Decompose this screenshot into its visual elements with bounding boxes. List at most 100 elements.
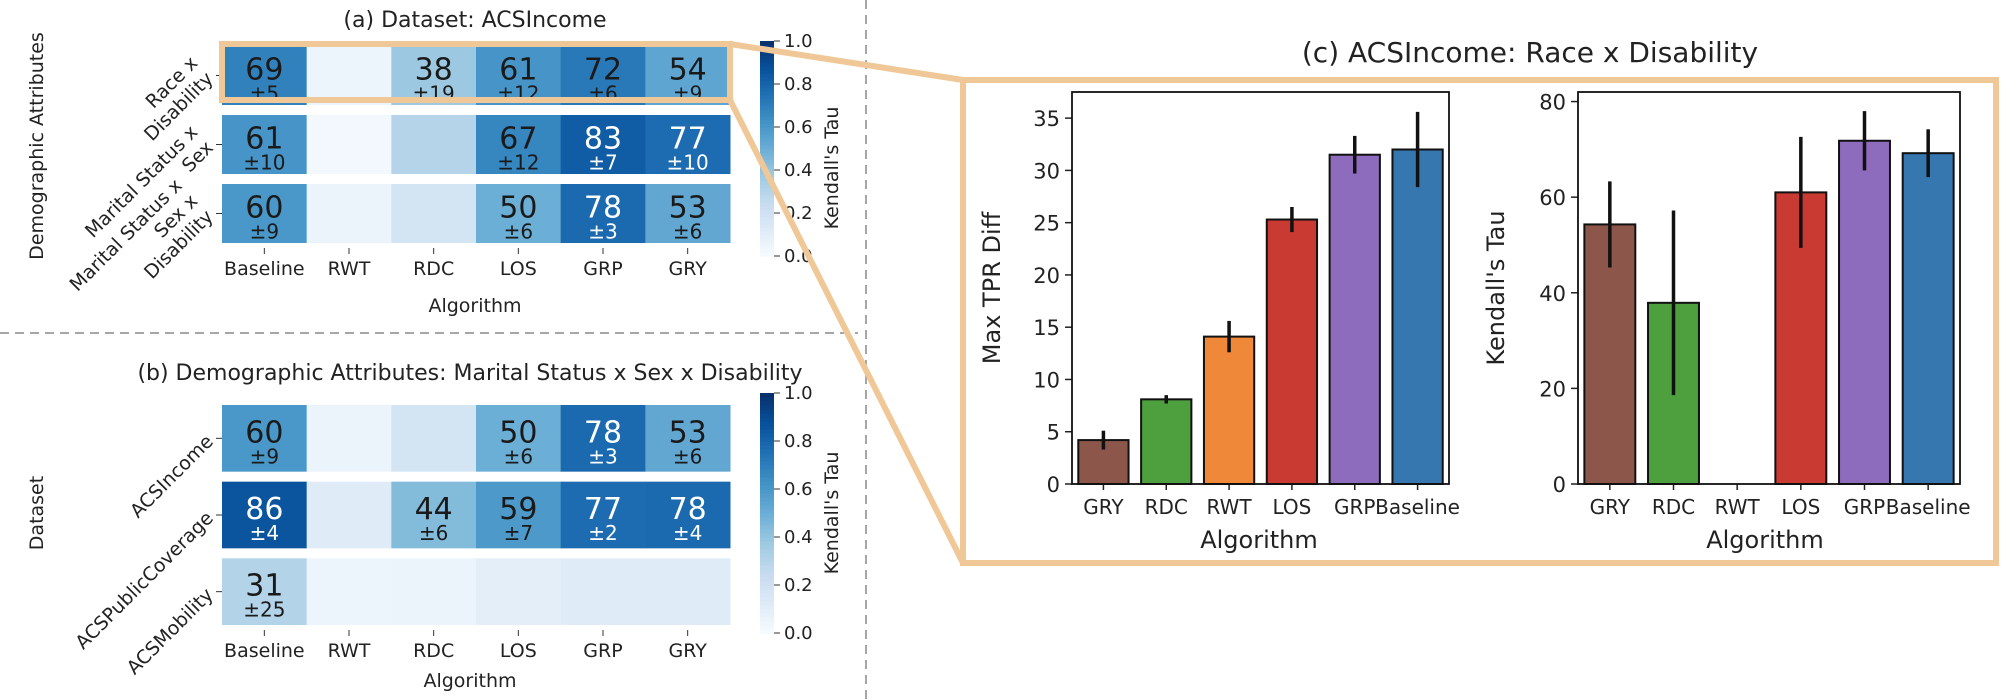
colorbar-segment [760, 441, 774, 446]
colorbar-segment [760, 549, 774, 554]
plot-frame [1071, 91, 1450, 485]
cell-std-label: ±6 [504, 444, 533, 468]
colorbar-segment [760, 405, 774, 410]
colorbar-segment [760, 585, 774, 590]
heatmap-cell [560, 558, 646, 625]
colorbar-tick-label: 0.8 [784, 431, 813, 452]
cell-value-label: 78 [669, 492, 707, 527]
cell-value-label: 54 [669, 53, 707, 88]
heatmap-cell [560, 405, 646, 472]
colorbar-segment [760, 545, 774, 550]
cell-std-label: ±12 [497, 151, 539, 175]
bar [1391, 148, 1444, 485]
colorbar-segment [760, 238, 774, 243]
heatmap-cell [560, 481, 646, 549]
colorbar-segment [760, 230, 774, 236]
colorbar-segment [760, 477, 774, 482]
cell-value-label: 61 [499, 53, 537, 88]
colorbar-segment [760, 617, 774, 622]
colorbar-segment [760, 94, 774, 99]
colorbar-segment [760, 220, 774, 225]
colorbar-segment [760, 148, 774, 153]
y-tick-label: 25 [1033, 212, 1060, 236]
bar2-ylabel: Kendall's Tau [1482, 210, 1510, 365]
cell-std-label: ±3 [588, 220, 617, 244]
bar1-ylabel: Max TPR Diff [978, 211, 1006, 364]
colorbar-segment [760, 62, 774, 67]
colorbar-segment [760, 461, 774, 466]
colorbar-segment [760, 187, 774, 193]
bar [1838, 139, 1891, 485]
colorbar-segment [760, 437, 774, 442]
colorbar-segment [760, 241, 774, 246]
cell-value-label: 38 [415, 53, 453, 88]
cell-value-label: 77 [584, 492, 622, 527]
cell-value-label: 86 [245, 492, 283, 527]
heatmap-a-colorbar-label: Kendall's Tau [821, 107, 843, 230]
colorbar-segment [760, 123, 774, 128]
x-tick-label: RDC [1652, 495, 1695, 519]
colorbar-segment [760, 397, 774, 402]
colorbar-segment [760, 141, 774, 146]
y-tick-label: 15 [1033, 316, 1060, 340]
heatmap-cell [476, 558, 562, 625]
colorbar-segment [760, 58, 774, 64]
cell-std-label: ±7 [504, 521, 533, 545]
colorbar-tick-label: 0.6 [784, 479, 813, 500]
colorbar-segment [760, 162, 774, 168]
heatmap-cell [645, 115, 731, 174]
colorbar-tick-label: 0.4 [784, 527, 813, 548]
heatmap-cell [560, 115, 646, 174]
cell-std-label: ±10 [667, 151, 709, 175]
colorbar-segment [760, 191, 774, 196]
cell-std-label: ±9 [250, 220, 279, 244]
zoom-box [960, 77, 1999, 566]
cell-value-label: 53 [669, 415, 707, 450]
colorbar-segment [760, 66, 774, 71]
heatmap-cell [222, 46, 308, 105]
y-tick-label: 5 [1047, 421, 1060, 445]
colorbar-segment [760, 577, 774, 582]
zoom-connector [729, 41, 964, 83]
colorbar-segment [760, 589, 774, 594]
colorbar-segment [760, 457, 774, 462]
y-tick-label: 0 [1047, 473, 1060, 497]
colorbar-segment [760, 227, 774, 232]
cell-value-label: 60 [245, 191, 283, 226]
colorbar-segment [760, 116, 774, 121]
colorbar-tick-label: 1.0 [784, 383, 813, 404]
cell-std-label: ±7 [588, 151, 617, 175]
colorbar-segment [760, 245, 774, 250]
cell-value-label: 78 [584, 191, 622, 226]
cell-std-label: ±3 [588, 444, 617, 468]
colorbar-segment [760, 489, 774, 494]
bar-panel-title: (c) ACSIncome: Race x Disability [1302, 36, 1758, 69]
cell-value-label: 77 [669, 122, 707, 157]
cell-value-label: 53 [669, 191, 707, 226]
colorbar-tick-label: 0.8 [784, 74, 813, 95]
bar2-xlabel: Algorithm [1706, 526, 1824, 554]
colorbar-segment [760, 433, 774, 438]
heatmap-cell [306, 115, 392, 174]
x-tick-label: GRP [1334, 495, 1375, 519]
colorbar-segment [760, 541, 774, 546]
bar-chart-kendalls-tau: 0 20 40 60 80 GRY RDC RWT LOS GRP Baseline [1539, 91, 1970, 519]
zoom-highlight [219, 41, 1999, 566]
heatmap-cell [391, 115, 477, 174]
colorbar-segment [760, 453, 774, 458]
y-tick-label: 80 [1539, 91, 1566, 115]
colorbar-segment [760, 625, 774, 630]
colorbar-segment [760, 98, 774, 103]
colorbar-segment [760, 180, 774, 185]
cell-std-label: ±9 [250, 444, 279, 468]
cell-std-label: ±6 [504, 220, 533, 244]
y-tick-label: 40 [1539, 282, 1566, 306]
colorbar-segment [760, 501, 774, 506]
colorbar-segment [760, 112, 774, 117]
colorbar-segment [760, 509, 774, 514]
heatmap-cell [560, 184, 646, 243]
colorbar-segment [760, 213, 774, 218]
x-tick-label: GRY [669, 258, 708, 280]
x-tick-label: RWT [328, 640, 371, 662]
cell-std-label: ±2 [588, 521, 617, 545]
